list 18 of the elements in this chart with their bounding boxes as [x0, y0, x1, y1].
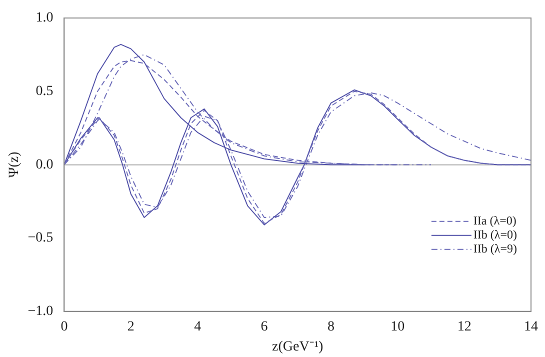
x-tick-label: 4 [194, 319, 202, 334]
x-tick-label: 8 [327, 319, 334, 334]
x-tick-label: 14 [524, 319, 538, 334]
x-tick-label: 6 [260, 319, 268, 334]
x-tick-label: 12 [457, 319, 472, 334]
y-tick-label: 0.5 [36, 84, 54, 100]
x-tick-label: 2 [127, 319, 134, 334]
y-tick-label: −1.0 [28, 304, 54, 320]
legend-label: IIb (λ=9) [473, 242, 518, 256]
x-axis-title: z(GeV⁻¹) [272, 339, 324, 354]
y-tick-label: 1.0 [36, 10, 54, 26]
x-tick-label: 0 [60, 319, 68, 334]
legend-label: IIb (λ=0) [473, 228, 518, 242]
y-tick-label: −0.5 [28, 230, 54, 246]
x-tick-label: 10 [390, 319, 405, 334]
legend-label: IIa (λ=0) [473, 214, 516, 228]
y-tick-label: 0.0 [36, 157, 54, 172]
y-axis-title: Ψ(z) [7, 151, 22, 178]
